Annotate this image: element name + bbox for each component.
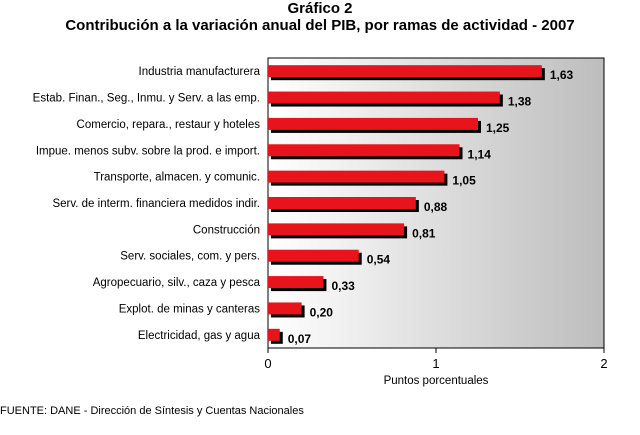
category-label: Serv. sociales, com. y pers. — [120, 251, 260, 263]
bar — [268, 197, 416, 209]
source-note: FUENTE: DANE - Dirección de Síntesis y C… — [0, 405, 304, 417]
category-label: Estab. Finan., Seg., Inmu. y Serv. a las… — [33, 93, 260, 105]
value-label: 0,20 — [310, 305, 334, 319]
value-label: 1,14 — [468, 147, 492, 161]
bar-chart: Industria manufacturera 1,63 Estab. Finan.… — [33, 57, 608, 387]
value-label: 1,63 — [550, 68, 574, 82]
x-tick-label: 2 — [600, 356, 607, 371]
category-label: Serv. de interm. financiera medidos indi… — [52, 198, 260, 210]
bar — [268, 91, 500, 104]
bar — [268, 117, 478, 130]
chart-title: Contribución a la variación anual del PI… — [65, 17, 575, 34]
category-label: Agropecuario, silv., caza y pesca — [93, 277, 261, 289]
bar — [268, 276, 324, 289]
category-label: Transporte, almacen. y comunic. — [94, 172, 260, 184]
bar — [268, 328, 280, 341]
x-tick-label: 1 — [432, 356, 439, 371]
value-label: 0,54 — [367, 253, 391, 267]
value-label: 0,88 — [424, 200, 448, 214]
category-label: Comercio, repara., restaur y hoteles — [77, 119, 261, 131]
bar — [268, 144, 460, 157]
value-label: 0,33 — [331, 279, 355, 293]
bar — [268, 302, 302, 315]
category-label: Industria manufacturera — [139, 66, 261, 78]
category-label: Impue. menos subv. sobre la prod. e impo… — [36, 145, 260, 157]
x-tick-label: 0 — [264, 356, 271, 371]
category-label: Construcción — [193, 224, 260, 236]
value-label: 1,25 — [486, 121, 510, 135]
x-axis: 0 1 2 — [264, 348, 608, 371]
value-label: 1,05 — [452, 174, 476, 188]
bar — [268, 249, 359, 262]
bar — [268, 170, 445, 183]
bar — [268, 223, 405, 236]
value-label: 0,81 — [412, 226, 436, 240]
x-axis-label: Puntos porcentuales — [384, 375, 489, 387]
category-label: Electricidad, gas y agua — [138, 330, 261, 342]
category-label: Explot. de minas y canteras — [119, 303, 261, 315]
value-label: 1,38 — [508, 95, 532, 109]
value-label: 0,07 — [288, 332, 312, 346]
bar — [268, 65, 542, 78]
bars: Industria manufacturera 1,63 Estab. Finan.… — [33, 65, 574, 346]
figure-label: Gráfico 2 — [287, 0, 353, 17]
